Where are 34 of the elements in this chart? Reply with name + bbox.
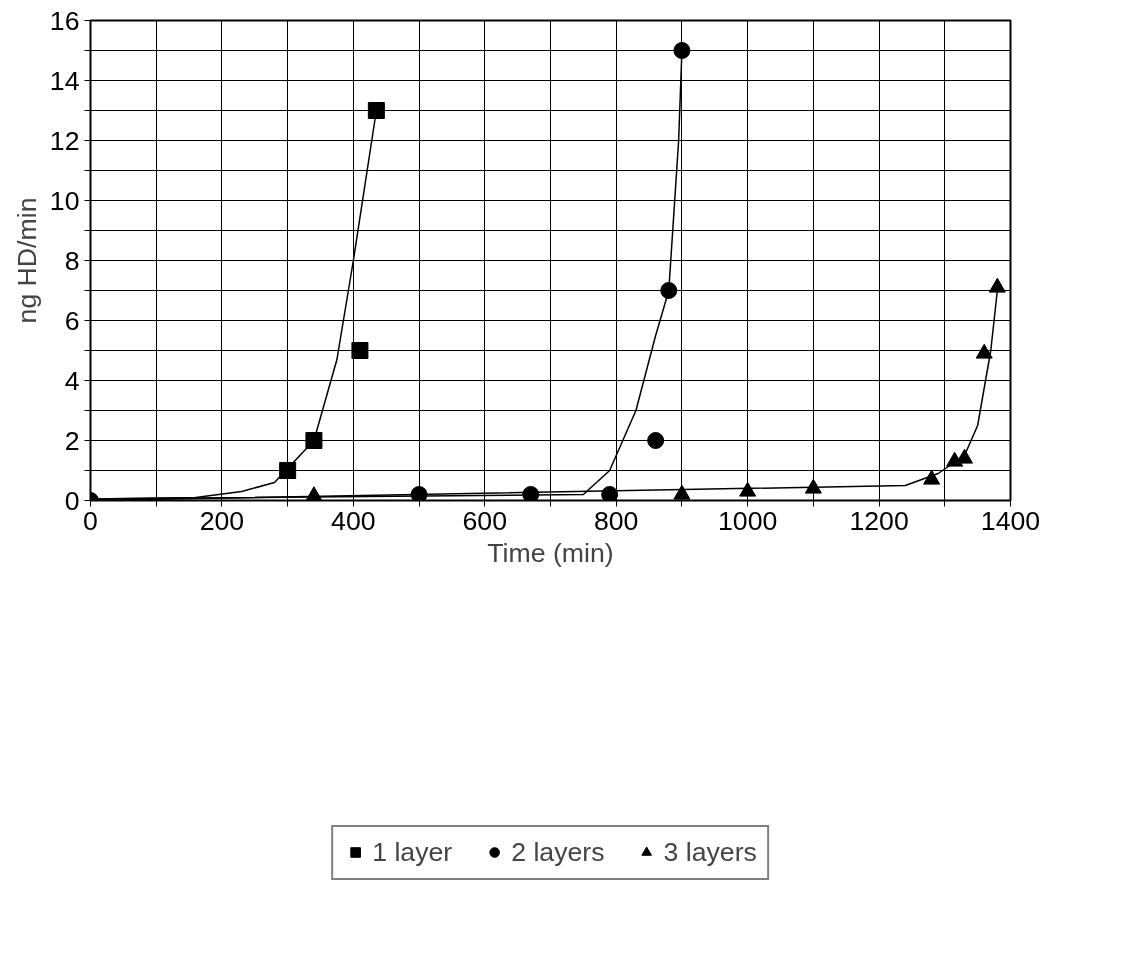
y-tick-label: 6: [64, 305, 80, 336]
x-tick-label: 800: [593, 505, 639, 536]
point: [923, 469, 941, 485]
point: [739, 481, 757, 497]
x-tick-label: 600: [462, 505, 508, 536]
point: [351, 342, 369, 359]
y-tick-label: 2: [64, 425, 80, 456]
x-tick-label: 1000: [717, 505, 778, 536]
y-tick-label: 16: [49, 5, 80, 36]
legend-label: 3 layers: [663, 836, 757, 868]
legend-label: 2 layers: [511, 836, 605, 868]
x-axis-title: Time (min): [487, 537, 614, 568]
x-tick-label: 1200: [849, 505, 909, 536]
y-tick-label: 10: [49, 185, 80, 216]
x-tick-label: 400: [331, 505, 376, 536]
y-tick-label: 4: [64, 365, 80, 396]
y-axis-title: ng HD/min: [11, 197, 42, 324]
legend-label: 1 layer: [372, 836, 453, 868]
y-tick-label: 0: [64, 485, 80, 516]
y-tick-label: 8: [64, 245, 80, 276]
point: [367, 102, 385, 119]
point: [673, 42, 691, 59]
x-tick-label: 200: [199, 505, 245, 536]
point: [647, 432, 665, 449]
point: [988, 277, 1006, 293]
point: [673, 484, 691, 500]
y-tick-label: 14: [49, 65, 80, 96]
point: [956, 448, 973, 464]
y-tick-label: 12: [49, 125, 80, 156]
point: [804, 478, 822, 494]
x-tick-label: 1400: [980, 505, 1041, 536]
point: [660, 282, 678, 299]
point: [975, 343, 993, 359]
point: [305, 432, 323, 449]
